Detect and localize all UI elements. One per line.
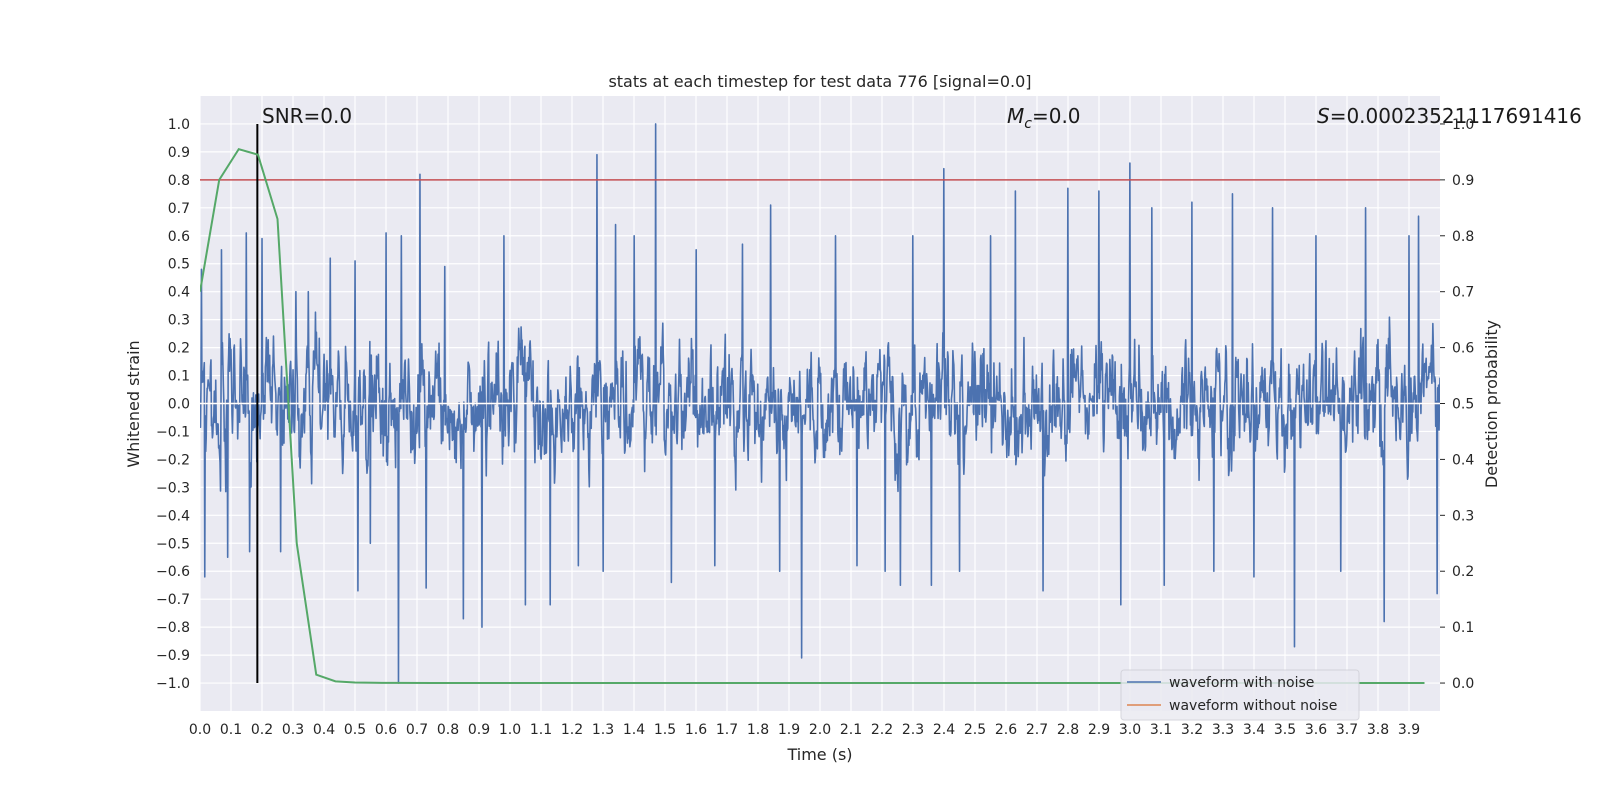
x-tick-label: 2.8 xyxy=(1057,722,1079,738)
x-tick-label: 0.6 xyxy=(375,722,397,738)
x-tick-label: 0.0 xyxy=(189,722,211,738)
x-tick-label: 2.2 xyxy=(871,722,893,738)
x-tick-label: 3.2 xyxy=(1181,722,1203,738)
x-tick-label: 0.3 xyxy=(282,722,304,738)
s-annotation: S=0.00023521117691416 xyxy=(1317,104,1582,128)
x-tick-label: 2.3 xyxy=(902,722,924,738)
x-tick-label: 2.9 xyxy=(1088,722,1110,738)
y2-tick-label: 0.0 xyxy=(1452,676,1474,692)
mc-value: =0.0 xyxy=(1032,104,1081,128)
snr-annotation: SNR=0.0 xyxy=(262,104,352,128)
x-tick-label: 1.6 xyxy=(685,722,707,738)
x-tick-label: 2.6 xyxy=(995,722,1017,738)
x-tick-label: 3.3 xyxy=(1212,722,1234,738)
x-tick-label: 1.7 xyxy=(716,722,738,738)
y-tick-label: −0.1 xyxy=(156,424,190,440)
x-tick-label: 1.8 xyxy=(747,722,769,738)
y-tick-label: 0.5 xyxy=(168,257,190,273)
x-tick-label: 3.7 xyxy=(1336,722,1358,738)
y-axis-left: 1.0 0.9 0.8 0.7 0.6 0.5 0.4 0.3 0.2 0.1 0.0 −0.1 −0.… xyxy=(156,117,190,692)
mc-subscript: c xyxy=(1024,116,1032,132)
y-axis-label: Whitened strain xyxy=(124,340,143,467)
y2-axis-label: Detection probability xyxy=(1482,320,1501,488)
x-tick-label: 0.5 xyxy=(344,722,366,738)
y2-tick-label: 0.5 xyxy=(1452,397,1474,413)
chirp-mass-annotation: Mc=0.0 xyxy=(1007,104,1081,132)
y-tick-label: 0.3 xyxy=(168,313,190,329)
y2-tick-label: 0.2 xyxy=(1452,564,1474,580)
x-tick-label: 2.0 xyxy=(809,722,831,738)
x-tick-label: 1.0 xyxy=(499,722,521,738)
x-tick-label: 0.2 xyxy=(251,722,273,738)
y-tick-label: 0.8 xyxy=(168,173,190,189)
x-tick-label: 1.5 xyxy=(654,722,676,738)
legend-box xyxy=(1120,669,1360,721)
y2-tick-label: 0.7 xyxy=(1452,285,1474,301)
probability-line xyxy=(200,147,1425,684)
x-axis: 0.0 0.1 0.2 0.3 0.4 0.5 0.6 0.7 0.8 0.9 1.0 1.1 1.2 1… xyxy=(189,722,1420,738)
x-tick-label: 0.4 xyxy=(313,722,335,738)
x-tick-label: 0.1 xyxy=(220,722,242,738)
series-waveform-with-noise xyxy=(200,123,1440,684)
y2-tick-label: 1.0 xyxy=(1452,117,1474,133)
x-tick-label: 0.8 xyxy=(437,722,459,738)
y2-tick-label: 0.6 xyxy=(1452,341,1474,357)
y-tick-label: 0.9 xyxy=(168,145,190,161)
x-tick-label: 2.4 xyxy=(933,722,955,738)
y-tick-label: −0.8 xyxy=(156,620,190,636)
legend-label-noise: waveform with noise xyxy=(1169,675,1314,691)
x-tick-label: 3.9 xyxy=(1398,722,1420,738)
y-tick-label: −1.0 xyxy=(156,676,190,692)
y-tick-label: −0.4 xyxy=(156,508,190,524)
y-tick-label: 1.0 xyxy=(168,117,190,133)
x-tick-label: 1.4 xyxy=(623,722,645,738)
y-tick-label: 0.4 xyxy=(168,285,190,301)
y-tick-label: −0.9 xyxy=(156,648,190,664)
x-tick-label: 1.9 xyxy=(778,722,800,738)
y2-tick-label: 0.4 xyxy=(1452,452,1474,468)
y-tick-label: −0.3 xyxy=(156,480,190,496)
y-tick-label: −0.7 xyxy=(156,592,190,608)
y-tick-label: 0.7 xyxy=(168,201,190,217)
x-tick-label: 3.4 xyxy=(1243,722,1265,738)
s-symbol: S xyxy=(1317,104,1330,128)
y-tick-label: −0.6 xyxy=(156,564,190,580)
y-axis-right: 1.0 0.9 0.8 0.7 0.6 0.5 0.4 0.3 0.2 0.1 0.0 xyxy=(1440,117,1474,692)
legend: waveform with noise waveform without noi… xyxy=(1120,669,1360,721)
x-tick-label: 3.5 xyxy=(1274,722,1296,738)
x-axis-label: Time (s) xyxy=(786,745,852,764)
s-value: =0.00023521117691416 xyxy=(1330,104,1582,128)
y2-tick-label: 0.9 xyxy=(1452,173,1474,189)
y-tick-label: −0.2 xyxy=(156,452,190,468)
x-tick-label: 2.7 xyxy=(1026,722,1048,738)
x-tick-label: 3.0 xyxy=(1119,722,1141,738)
plot-content xyxy=(200,123,1440,684)
y-tick-label: 0.6 xyxy=(168,229,190,245)
x-tick-label: 3.8 xyxy=(1367,722,1389,738)
x-tick-label: 0.9 xyxy=(468,722,490,738)
y2-tick-label: 0.3 xyxy=(1452,508,1474,524)
y-tick-label: 0.0 xyxy=(168,397,190,413)
y2-tick-label: 0.1 xyxy=(1452,620,1474,636)
mc-symbol: M xyxy=(1007,104,1024,128)
x-tick-label: 2.1 xyxy=(840,722,862,738)
x-tick-label: 1.2 xyxy=(561,722,583,738)
x-tick-label: 0.7 xyxy=(406,722,428,738)
noise-waveform-line xyxy=(200,123,1440,684)
y-tick-label: 0.2 xyxy=(168,341,190,357)
x-tick-label: 3.1 xyxy=(1150,722,1172,738)
x-tick-label: 1.1 xyxy=(530,722,552,738)
y-tick-label: −0.5 xyxy=(156,536,190,552)
x-tick-label: 3.6 xyxy=(1305,722,1327,738)
x-tick-label: 2.5 xyxy=(964,722,986,738)
y-tick-label: 0.1 xyxy=(168,369,190,385)
legend-label-clean: waveform without noise xyxy=(1169,698,1337,714)
y2-tick-label: 0.8 xyxy=(1452,229,1474,245)
overlays xyxy=(200,123,1440,684)
x-tick-label: 1.3 xyxy=(592,722,614,738)
chart-title: stats at each timestep for test data 776… xyxy=(608,72,1031,91)
